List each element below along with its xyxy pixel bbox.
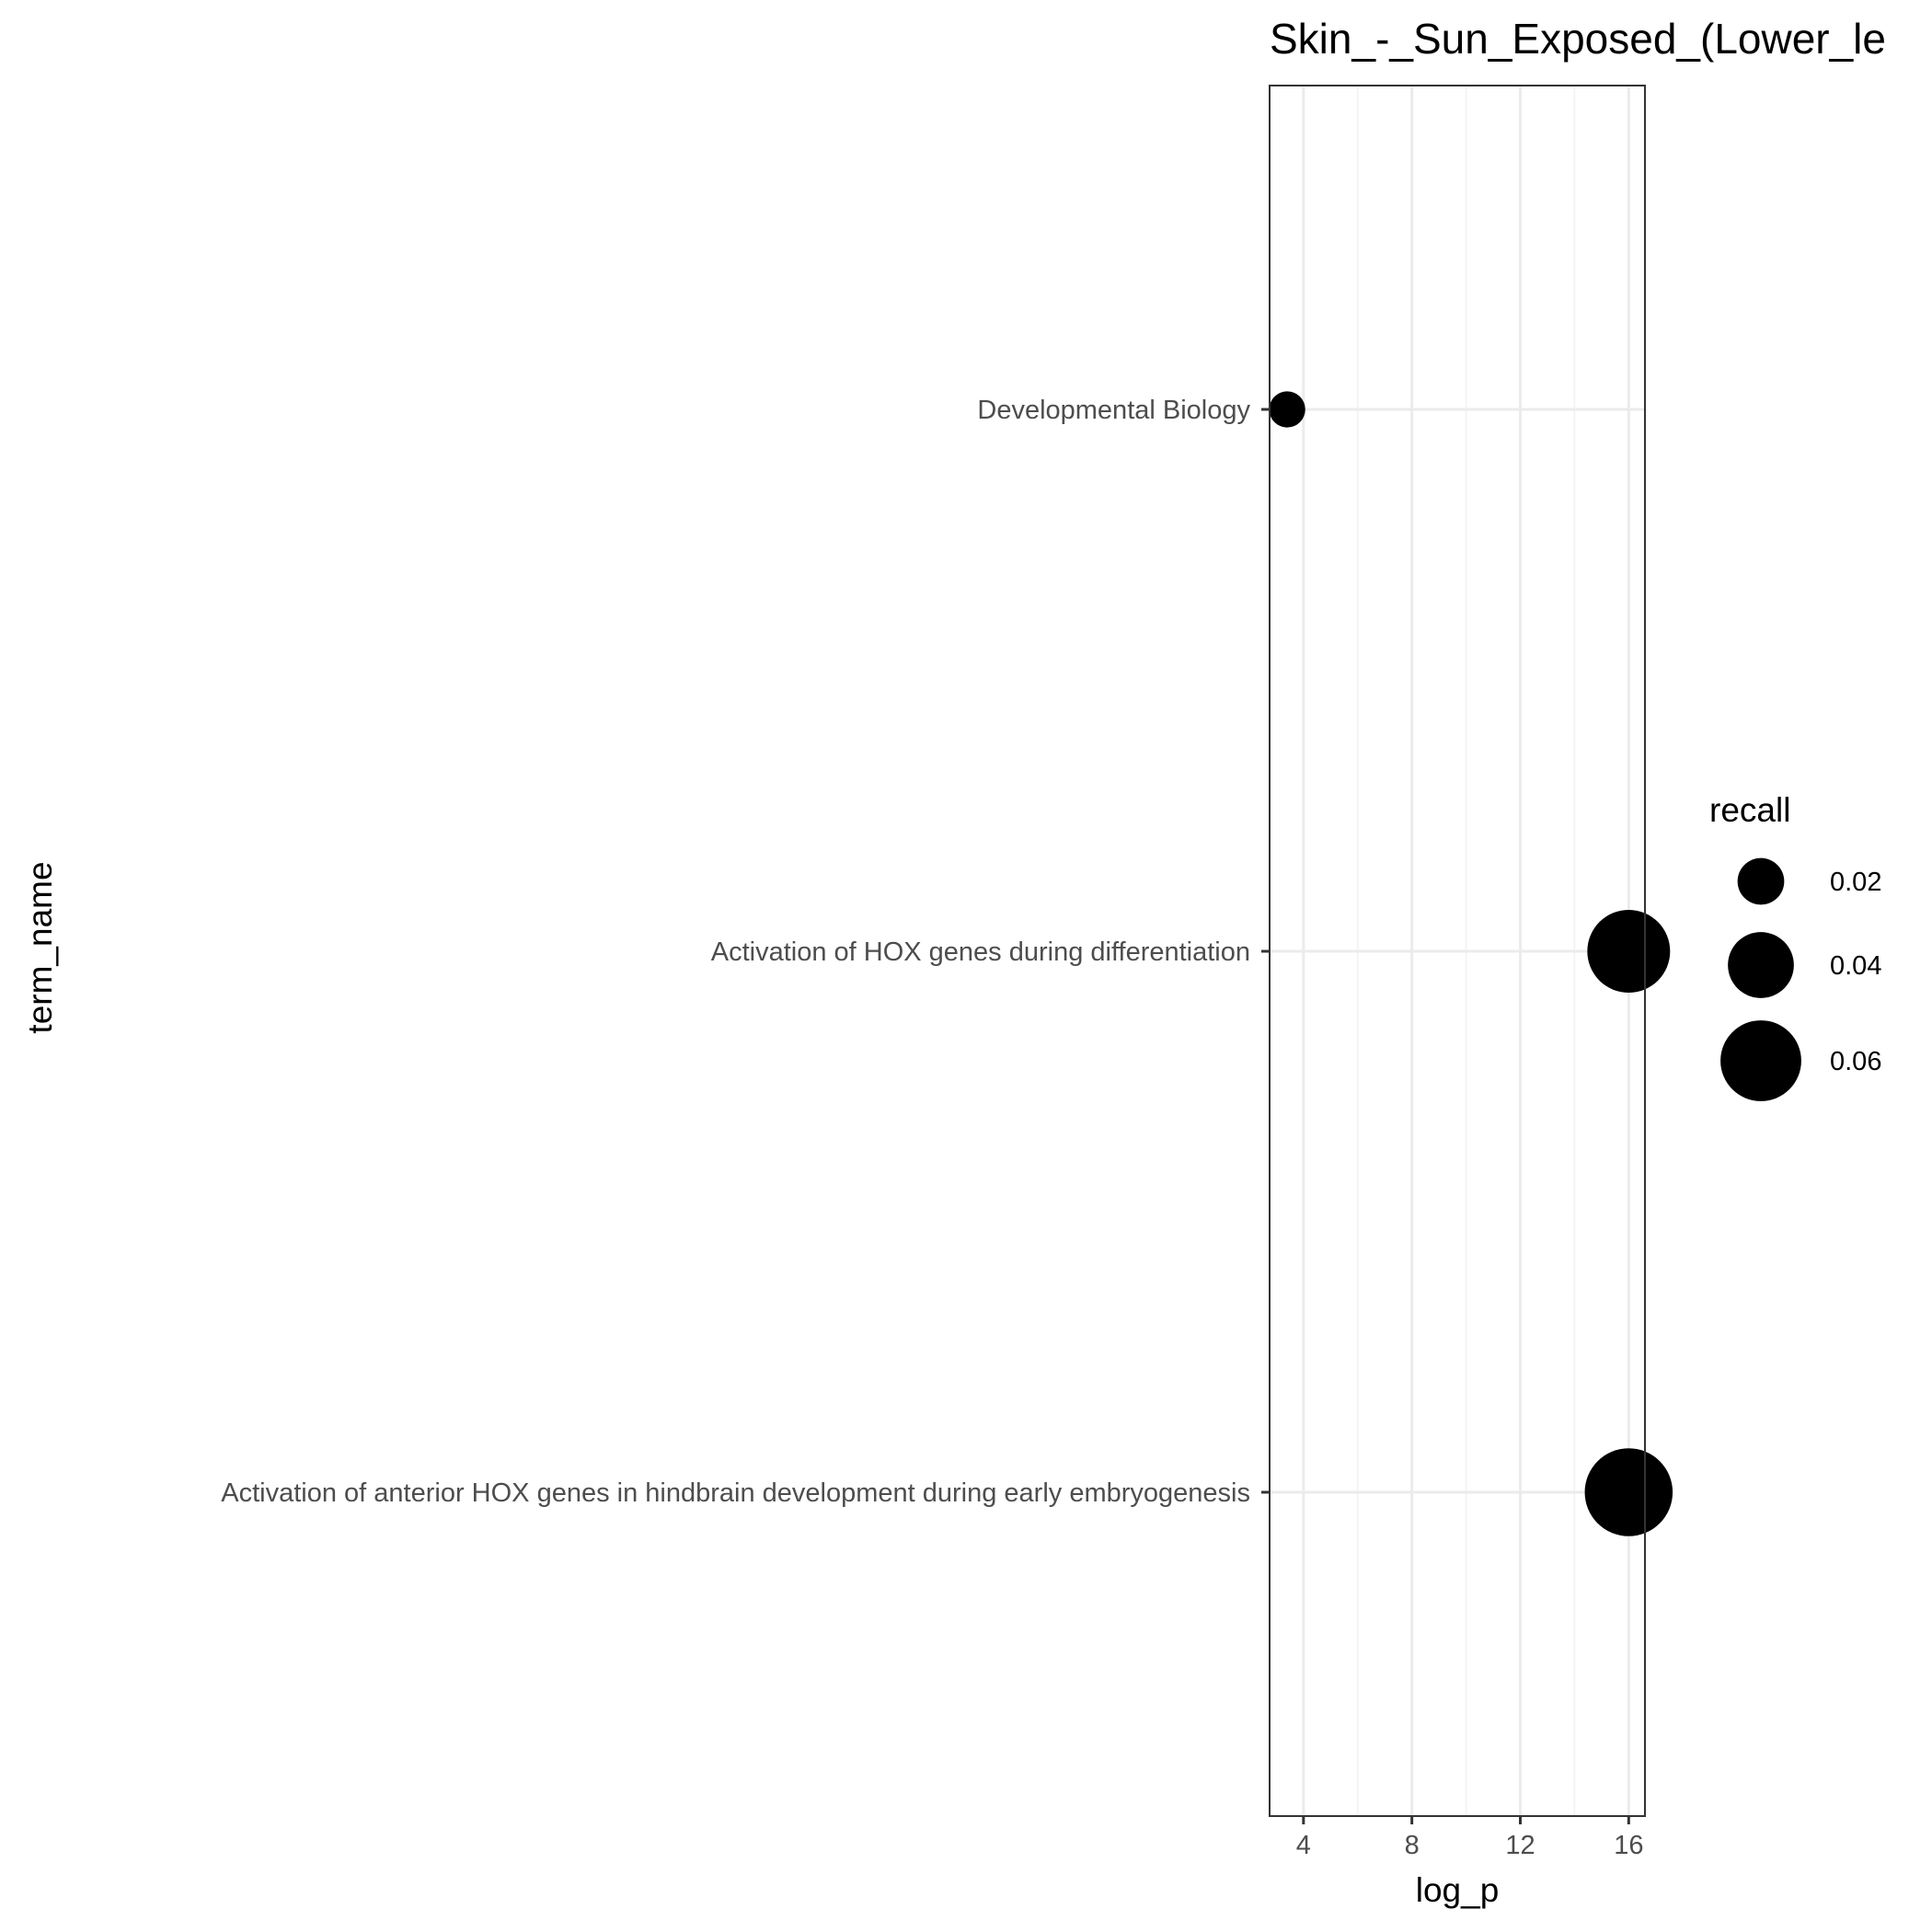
legend-label: 0.06 [1830,1047,1881,1076]
y-tick-label: Activation of HOX genes during different… [711,937,1250,967]
x-axis-title: log_p [1416,1871,1500,1909]
legend-label: 0.02 [1830,868,1881,897]
legend-label: 0.04 [1830,951,1881,981]
legend-key [1720,1020,1801,1101]
x-axis: 4 8 12 16 [1296,1816,1643,1860]
plot-panel [1269,85,1673,1817]
x-tick-label: 16 [1614,1831,1643,1860]
legend-key [1737,857,1785,905]
x-tick-label: 8 [1405,1831,1420,1860]
data-point [1584,1448,1673,1536]
y-tick-label: Developmental Biology [977,396,1250,425]
chart-title: Skin_-_Sun_Exposed_(Lower_le [1270,15,1886,63]
x-tick-label: 4 [1296,1831,1311,1860]
legend-title: recall [1709,791,1790,829]
x-tick-label: 12 [1505,1831,1535,1860]
size-legend: recall 0.02 0.04 0.06 [1709,791,1881,1101]
y-axis: Developmental Biology Activation of HOX g… [221,396,1270,1508]
y-axis-title: term_name [21,861,59,1033]
data-point [1587,910,1671,993]
legend-key [1728,932,1794,998]
data-point [1269,391,1305,428]
y-tick-label: Activation of anterior HOX genes in hind… [221,1478,1250,1508]
